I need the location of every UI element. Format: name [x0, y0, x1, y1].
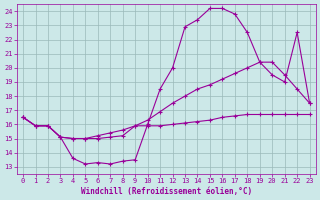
X-axis label: Windchill (Refroidissement éolien,°C): Windchill (Refroidissement éolien,°C)	[81, 187, 252, 196]
